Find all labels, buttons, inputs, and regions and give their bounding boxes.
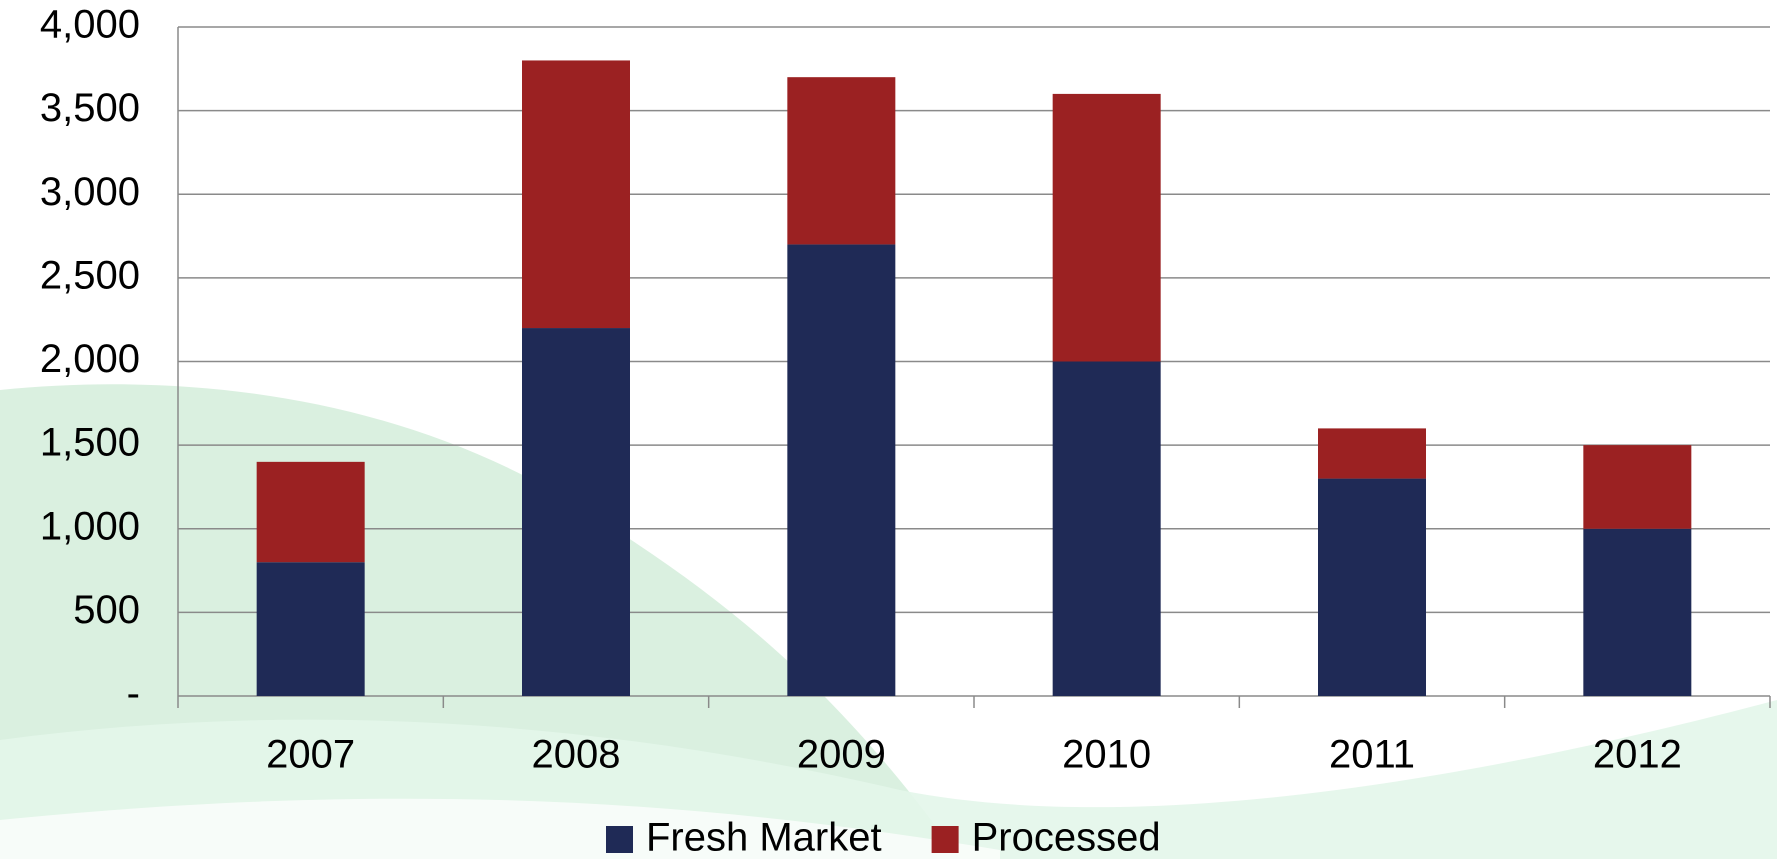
legend-swatch [931,826,959,853]
bar-segment [787,244,896,697]
x-tick-label: 2009 [797,733,886,777]
x-tick-label: 2008 [532,733,621,777]
bar-segment [1318,428,1426,479]
x-tick-label: 2012 [1593,733,1682,777]
bar-segment [256,562,365,696]
y-tick-label: 3,000 [40,170,140,214]
background-wave [0,384,1777,859]
x-tick-label: 2010 [1062,733,1151,777]
y-tick-label: 4,000 [40,3,140,47]
y-tick-label: 500 [73,588,140,632]
legend-swatch [606,826,633,853]
y-tick-label: 3,500 [40,86,140,130]
bar-segment [1052,93,1161,362]
bar-segment [522,328,630,696]
y-tick-label: 1,000 [40,504,140,548]
bar-segment [522,60,630,329]
legend-label: Processed [972,816,1161,859]
bar-segment [1583,445,1692,529]
x-tick-label: 2011 [1329,733,1415,777]
bar-segment [1318,478,1426,696]
legend-label: Fresh Market [646,816,882,859]
y-tick-label: 2,000 [40,337,140,381]
bar-segment [787,77,896,245]
y-tick-label: 2,500 [40,253,140,297]
bar-segment [1052,361,1161,696]
y-tick-label: 1,500 [40,421,140,465]
bar-segment [256,461,365,563]
bar-segment [1583,528,1692,696]
y-tick-label: - [127,672,140,716]
x-tick-label: 2007 [266,733,355,777]
